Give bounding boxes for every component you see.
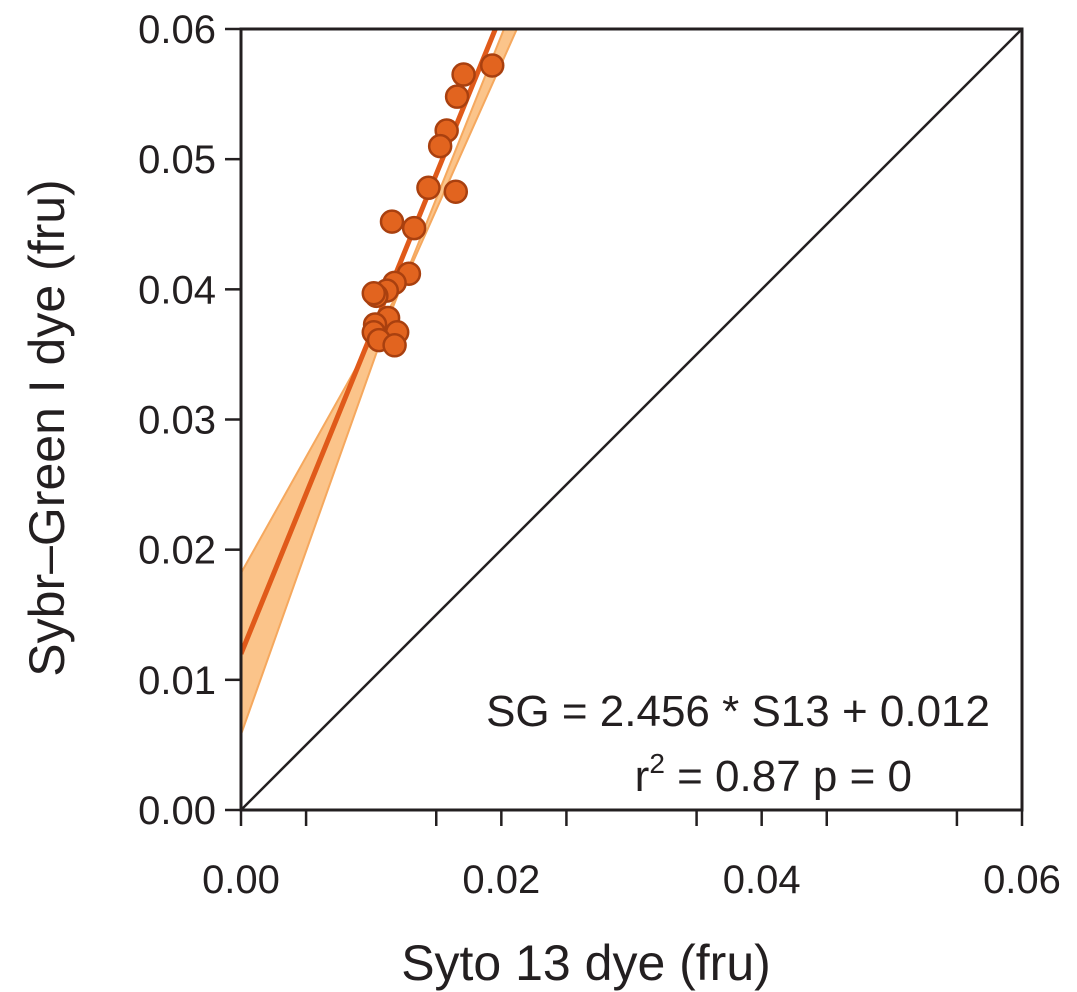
data-point <box>416 175 441 201</box>
data-point <box>451 62 476 87</box>
axes-layer: 0.00 0.02 0.04 0.06 0.00 0.01 0.02 0.03 0.04 0.05… <box>138 8 1061 902</box>
data-point <box>444 84 470 109</box>
confidence-band <box>241 29 518 735</box>
y-tick-label: 0.05 <box>138 138 216 182</box>
regression-stats: r2 = 0.87 p = 0 <box>635 748 912 801</box>
data-point <box>382 333 407 358</box>
x-tick-label: 0.02 <box>462 858 540 902</box>
y-tick-label: 0.02 <box>138 529 216 573</box>
y-tick-label: 0.00 <box>138 789 216 833</box>
r-exponent: 2 <box>649 748 665 779</box>
data-point <box>479 53 505 78</box>
regression-fit-line <box>241 29 499 655</box>
x-axis-title: Syto 13 dye (fru) <box>401 935 771 991</box>
fit-line-layer <box>241 29 499 655</box>
data-point <box>379 209 405 234</box>
y-tick-label: 0.06 <box>138 8 216 52</box>
data-point <box>427 133 453 159</box>
r-squared-and-p-value: = 0.87 p = 0 <box>665 752 912 801</box>
data-points-layer <box>361 53 505 358</box>
r-symbol: r <box>635 752 650 801</box>
reference-line-layer <box>241 29 1022 810</box>
y-axis-title: Sybr–Green I dye (fru) <box>19 179 75 676</box>
y-tick-label: 0.01 <box>138 659 216 703</box>
x-tick-label: 0.00 <box>202 858 280 902</box>
data-point <box>443 179 469 204</box>
regression-equation: SG = 2.456 * S13 + 0.012 <box>486 687 990 736</box>
y-tick-label: 0.04 <box>138 268 216 312</box>
x-tick-label: 0.04 <box>723 858 801 902</box>
data-point <box>401 215 427 241</box>
identity-reference-line <box>241 29 1022 810</box>
x-tick-label: 0.06 <box>983 858 1061 902</box>
data-point <box>361 280 387 306</box>
confidence-band-layer <box>241 29 518 735</box>
y-tick-label: 0.03 <box>138 399 216 443</box>
